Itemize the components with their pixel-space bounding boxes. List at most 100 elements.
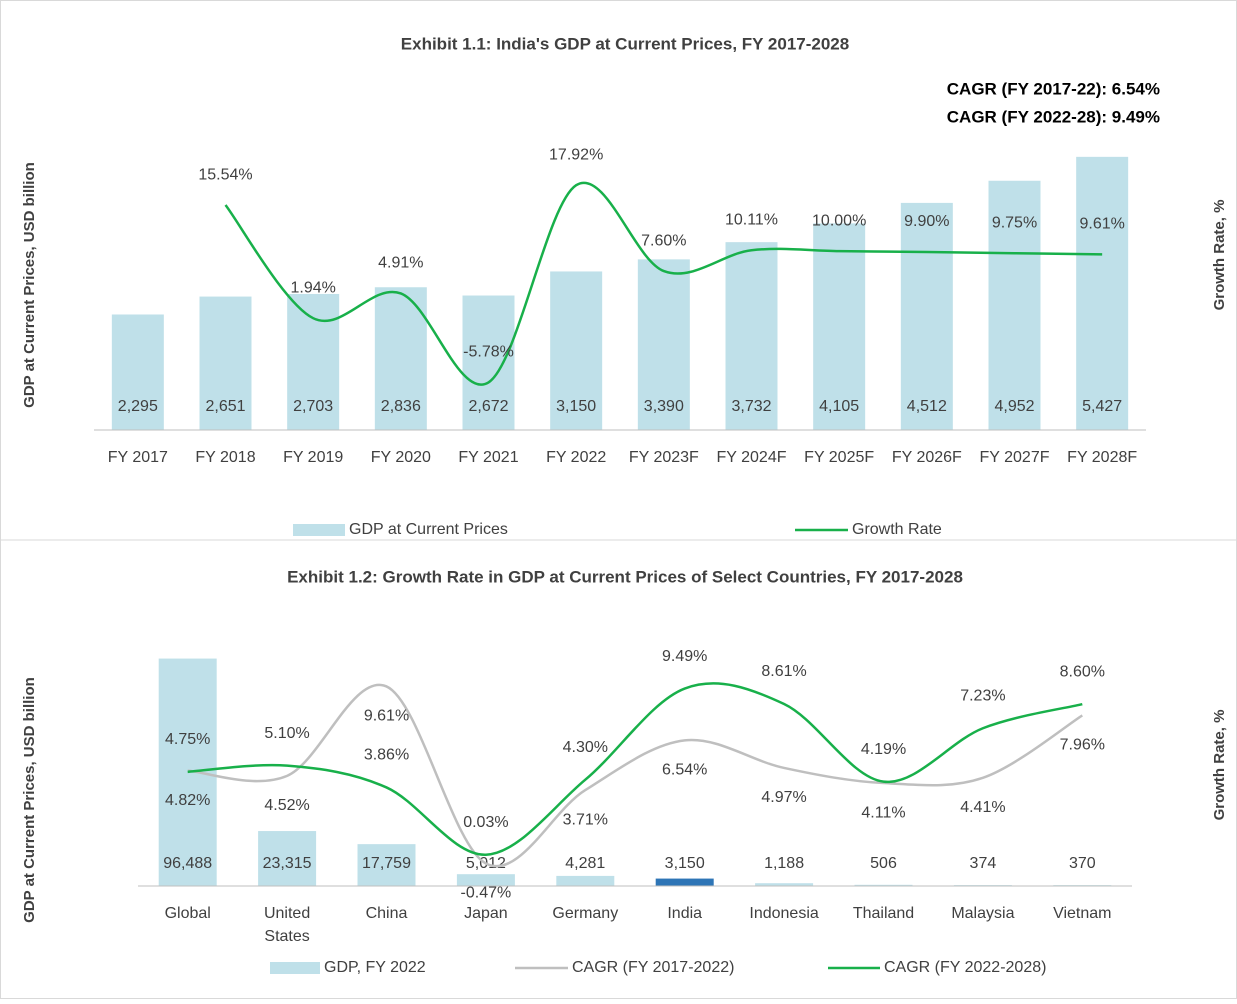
- legend-label: CAGR (FY 2017-2022): [572, 959, 734, 976]
- bar-value-label: 370: [1069, 855, 1096, 872]
- bar: [813, 223, 866, 430]
- line: [187, 682, 1083, 856]
- x-tick-label: Thailand: [853, 905, 914, 922]
- bar-value-label: 3,150: [665, 855, 705, 872]
- y2-axis-title: Growth Rate, %: [1211, 710, 1228, 821]
- line-value-label: 9.49%: [662, 648, 707, 665]
- line-value-label: -0.47%: [461, 885, 512, 902]
- line-value-label: 7.96%: [1060, 737, 1105, 754]
- bar: [158, 658, 217, 886]
- bar: [258, 831, 317, 886]
- line-value-label: 4.19%: [861, 741, 906, 758]
- legend-label: GDP at Current Prices: [349, 521, 508, 538]
- line: [187, 683, 1083, 868]
- y2-axis-title: Growth Rate, %: [1211, 200, 1228, 311]
- line-value-label: 9.75%: [992, 214, 1037, 231]
- bar-value-label: 5,427: [1082, 398, 1122, 415]
- x-tick-label: FY 2028F: [1067, 449, 1137, 466]
- bar: [199, 296, 252, 430]
- legend-label: GDP, FY 2022: [324, 959, 426, 976]
- bar: [988, 180, 1041, 430]
- x-tick-label: United States: [264, 905, 310, 945]
- bar-value-label: 2,651: [205, 398, 245, 415]
- bar: [725, 242, 778, 430]
- bar-value-label: 4,952: [994, 398, 1034, 415]
- x-tick-label: FY 2026F: [892, 449, 962, 466]
- annotation: CAGR (FY 2017-22): 6.54%: [947, 79, 1160, 98]
- legend-label: CAGR (FY 2022-2028): [884, 959, 1046, 976]
- x-tick-label: China: [366, 905, 408, 922]
- line-value-label: 8.60%: [1060, 663, 1105, 680]
- x-tick-label: FY 2027F: [980, 449, 1050, 466]
- x-tick-label: FY 2017: [108, 449, 168, 466]
- bar-value-label: 3,150: [556, 398, 596, 415]
- bar-value-label: 506: [870, 855, 897, 872]
- bar: [550, 271, 603, 430]
- line: [224, 181, 1103, 386]
- line-value-label: 0.03%: [463, 814, 508, 831]
- line-value-label: 1.94%: [290, 279, 335, 296]
- bar: [287, 293, 340, 430]
- x-tick-label: Malaysia: [951, 905, 1014, 922]
- bar-value-label: 4,512: [907, 398, 947, 415]
- bar: [556, 875, 615, 886]
- line-value-label: 4.75%: [165, 731, 210, 748]
- line-value-label: -5.78%: [463, 344, 514, 361]
- line-value-label: 4.97%: [761, 789, 806, 806]
- line-value-label: 4.11%: [861, 804, 905, 821]
- x-tick-label: Germany: [552, 905, 618, 922]
- x-tick-label: FY 2019: [283, 449, 343, 466]
- bar-value-label: 96,488: [163, 855, 212, 872]
- bar: [854, 884, 913, 886]
- x-tick-label: Japan: [464, 905, 508, 922]
- bar: [357, 844, 416, 886]
- bar: [637, 259, 690, 430]
- y-axis-title: GDP at Current Prices, USD billion: [21, 162, 38, 408]
- legend-label: Growth Rate: [852, 521, 942, 538]
- bar: [655, 878, 714, 886]
- x-tick-label: FY 2024F: [717, 449, 787, 466]
- bar-value-label: 17,759: [362, 855, 411, 872]
- bar-value-label: 2,295: [118, 398, 158, 415]
- x-tick-label: Vietnam: [1053, 905, 1111, 922]
- line-value-label: 3.71%: [563, 811, 608, 828]
- bar-value-label: 2,672: [468, 398, 508, 415]
- bar-value-label: 4,281: [565, 855, 605, 872]
- x-tick-label: FY 2022: [546, 449, 606, 466]
- bar-value-label: 4,105: [819, 398, 859, 415]
- line-value-label: 9.61%: [364, 708, 409, 725]
- line-value-label: 9.61%: [1079, 216, 1124, 233]
- bar: [374, 287, 427, 430]
- line-value-label: 8.61%: [761, 663, 806, 680]
- x-tick-label: FY 2025F: [804, 449, 874, 466]
- legend-swatch: [270, 962, 320, 974]
- y-axis-title: GDP at Current Prices, USD billion: [21, 677, 38, 923]
- line-value-label: 4.82%: [165, 792, 210, 809]
- line-value-label: 15.54%: [198, 166, 252, 183]
- bar: [1076, 156, 1129, 430]
- line-value-label: 4.91%: [378, 255, 423, 272]
- x-tick-label: FY 2021: [458, 449, 518, 466]
- line-value-label: 6.54%: [662, 762, 707, 779]
- bar-value-label: 23,315: [263, 855, 312, 872]
- x-tick-label: Global: [165, 905, 211, 922]
- bar: [900, 202, 953, 430]
- x-tick-label: Indonesia: [749, 905, 818, 922]
- annotation: CAGR (FY 2022-28): 9.49%: [947, 107, 1160, 126]
- chart-title: Exhibit 1.1: India's GDP at Current Pric…: [401, 34, 849, 53]
- bar-value-label: 1,188: [764, 855, 804, 872]
- x-tick-label: FY 2020: [371, 449, 431, 466]
- line-value-label: 5.10%: [264, 725, 309, 742]
- line-value-label: 9.90%: [904, 213, 949, 230]
- bar: [111, 314, 164, 430]
- line-value-label: 10.00%: [812, 212, 866, 229]
- line-value-label: 7.23%: [960, 687, 1005, 704]
- bar-value-label: 3,390: [644, 398, 684, 415]
- line-value-label: 17.92%: [549, 146, 603, 163]
- bar-value-label: 374: [970, 855, 997, 872]
- legend-swatch: [293, 524, 345, 536]
- chart-title: Exhibit 1.2: Growth Rate in GDP at Curre…: [287, 567, 963, 586]
- bar-value-label: 2,703: [293, 398, 333, 415]
- line-value-label: 10.11%: [725, 211, 778, 228]
